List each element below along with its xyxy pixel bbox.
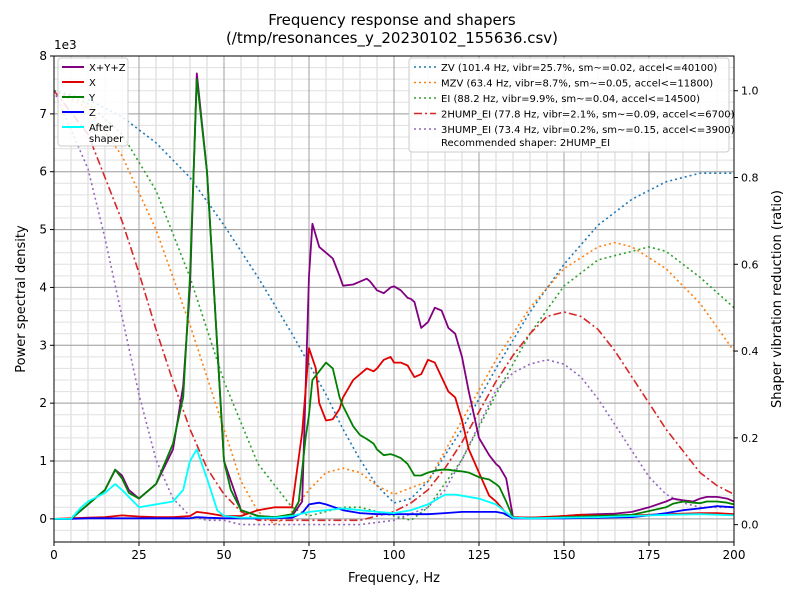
x-ticks: 0 25 50 75 100 125 150 175 200 — [50, 542, 745, 562]
x-tick-label: 50 — [216, 548, 231, 562]
legend-psd-label: Y — [88, 93, 96, 104]
legend-psd-label: shaper — [89, 134, 124, 145]
y-tick-label: 3 — [39, 338, 47, 352]
chart-title-line1: Frequency response and shapers — [268, 11, 516, 29]
legend-shaper-label: MZV (63.4 Hz, vibr=8.7%, sm~=0.05, accel… — [441, 79, 713, 90]
psd-lines — [53, 72, 735, 520]
shaper-lines — [53, 89, 735, 526]
x-tick-label: 175 — [638, 548, 661, 562]
y-offset-label: 1e3 — [54, 38, 77, 52]
legend-shaper-label: EI (88.2 Hz, vibr=9.9%, sm~=0.04, accel<… — [441, 94, 700, 105]
y-right-tick-label: 0.0 — [741, 519, 759, 532]
y-right-tick-label: 0.4 — [741, 345, 759, 358]
legend-psd-box — [57, 57, 129, 147]
legend-psd-label: Z — [89, 108, 96, 119]
legend-psd-label: X+Y+Z — [89, 63, 126, 74]
y-ticks: 0 1 2 3 4 5 6 7 8 — [39, 49, 54, 526]
y-tick-label: 2 — [39, 396, 47, 410]
y-right-tick-label: 1.0 — [741, 85, 759, 98]
x-tick-label: 75 — [301, 548, 316, 562]
y-tick-label: 7 — [39, 107, 47, 121]
y-tick-label: 8 — [39, 49, 47, 63]
y-axis-right-label: Shaper vibration reduction (ratio) — [770, 190, 785, 408]
y-ticks-right: 0.0 0.2 0.4 0.6 0.8 1.0 — [734, 85, 759, 532]
psd-line-4 — [54, 448, 735, 520]
chart-title-line2: (/tmp/resonances_y_20230102_155636.csv) — [226, 29, 558, 48]
y-tick-label: 6 — [39, 165, 47, 179]
shaper-line-4 — [53, 90, 734, 526]
x-tick-label: 125 — [468, 548, 491, 562]
legend-shaper-label: 3HUMP_EI (73.4 Hz, vibr=0.2%, sm~=0.15, … — [441, 125, 735, 136]
x-tick-label: 25 — [131, 548, 146, 562]
shaper-line-1 — [53, 89, 735, 526]
x-axis-label: Frequency, Hz — [348, 571, 440, 586]
legend-shaper-label: ZV (101.4 Hz, vibr=25.7%, sm~=0.02, acce… — [441, 63, 717, 74]
y-right-tick-label: 0.8 — [741, 172, 759, 185]
x-tick-label: 100 — [383, 548, 406, 562]
y-right-tick-label: 0.6 — [741, 258, 759, 271]
y-tick-label: 1 — [39, 454, 47, 468]
legend-shapers-box — [408, 57, 730, 153]
legend-shapers: Recommended shaper: 2HUMP_EI ZV (101.4 H… — [408, 57, 735, 153]
shaper-line-3 — [53, 90, 735, 522]
x-tick-label: 0 — [50, 548, 58, 562]
shaper-line-0 — [53, 89, 734, 504]
y-tick-label: 5 — [39, 223, 47, 237]
y-tick-label: 0 — [39, 512, 47, 526]
legend-shaper-label: 2HUMP_EI (77.8 Hz, vibr=2.1%, sm~=0.09, … — [441, 110, 735, 121]
legend-psd-label: After — [89, 123, 114, 134]
y-axis-label: Power spectral density — [14, 225, 29, 373]
y-tick-label: 4 — [39, 280, 47, 294]
recommended-shaper-text: Recommended shaper: 2HUMP_EI — [441, 138, 610, 149]
y-right-tick-label: 0.2 — [741, 432, 759, 445]
legend-psd-label: X — [89, 78, 96, 89]
x-tick-label: 200 — [723, 548, 746, 562]
x-tick-label: 150 — [553, 548, 576, 562]
